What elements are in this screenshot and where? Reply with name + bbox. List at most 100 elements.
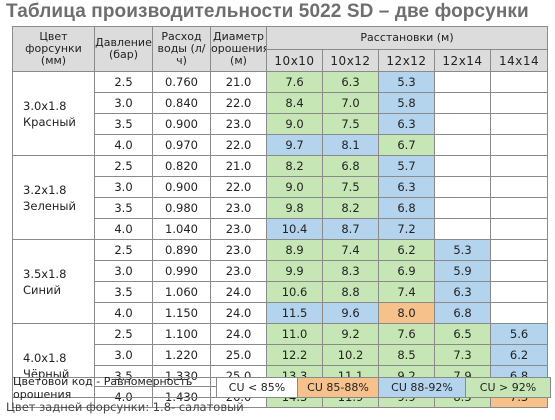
cu-cell: 6.3: [378, 113, 435, 135]
cu-cell: 5.9: [434, 260, 491, 282]
cu-cell: [489, 155, 549, 177]
nozzle-color: Красный: [23, 114, 76, 129]
cu-cell: 8.3: [322, 260, 379, 282]
cu-cell: 8.7: [322, 218, 379, 240]
cu-cell: 6.3: [434, 281, 491, 303]
cu-cell: 7.4: [378, 281, 435, 303]
pressure-cell: 2.5: [94, 155, 153, 177]
header-spacing-1: 10x10: [266, 49, 323, 72]
cu-cell: [489, 281, 549, 303]
table-row: 3.0x1.8 Красный 2.5 0.760 21.0 7.6 6.3 5.3: [12, 71, 549, 156]
table-row: 3.0 0.990 23.0 9.9 8.3 6.9 5.9: [13, 260, 549, 282]
flow-cell: 0.840: [152, 92, 211, 114]
cu-cell: [489, 113, 549, 135]
diameter-cell: 23.0: [210, 260, 267, 282]
cu-cell: 8.5: [378, 344, 435, 366]
header-diameter: Диаметр орошения (м): [210, 26, 267, 72]
cu-cell: [434, 218, 491, 240]
table-row: 3.5 0.980 23.0 9.8 8.2 6.8: [13, 197, 549, 219]
flow-cell: 0.970: [152, 134, 211, 156]
cu-cell: 6.3: [322, 71, 379, 93]
cu-cell: 8.0: [378, 302, 435, 324]
diameter-cell: 22.0: [210, 134, 267, 156]
diameter-cell: 25.0: [210, 344, 267, 366]
flow-cell: 0.820: [152, 155, 211, 177]
cu-cell: 10.6: [266, 281, 323, 303]
nozzle-cell: 4.0x1.8 Чёрный: [12, 323, 95, 408]
cu-cell: [489, 260, 549, 282]
cu-cell: 5.3: [378, 71, 435, 93]
flow-cell: 0.990: [152, 260, 211, 282]
pressure-cell: 3.5: [94, 365, 153, 387]
flow-cell: 0.980: [152, 197, 211, 219]
table-row: 3.5 0.900 23.0 9.0 7.5 6.3: [13, 113, 549, 135]
cu-cell: 5.3: [434, 239, 491, 261]
cu-cell: 7.2: [378, 218, 435, 240]
cu-cell: 9.8: [266, 197, 323, 219]
cu-cell: 6.8: [378, 197, 435, 219]
legend-cu-85-88: CU 85-88%: [297, 378, 378, 397]
legend-cu-above-92: CU > 92%: [465, 378, 550, 397]
flow-cell: 1.060: [152, 281, 211, 303]
pressure-cell: 3.5: [94, 281, 153, 303]
nozzle-color: Синий: [23, 282, 61, 297]
diameter-cell: 22.0: [210, 176, 267, 198]
cu-cell: 9.9: [266, 260, 323, 282]
pressure-cell: 2.5: [94, 323, 153, 345]
cu-cell: 7.5: [322, 176, 379, 198]
flow-cell: 0.900: [152, 113, 211, 135]
nozzle-size: 3.0x1.8: [23, 98, 67, 113]
cu-cell: 7.6: [266, 71, 323, 93]
cu-cell: 6.7: [378, 134, 435, 156]
cu-cell: 5.6: [489, 323, 549, 345]
table-row: 4.0 1.040 23.0 10.4 8.7 7.2: [13, 218, 549, 240]
cu-cell: [489, 197, 549, 219]
diameter-cell: 24.0: [210, 323, 267, 345]
cu-cell: 9.0: [266, 113, 323, 135]
header-spacing: Расстановки (м): [265, 26, 549, 50]
cu-cell: [489, 71, 549, 93]
header-spacing-2: 10x12: [322, 49, 379, 72]
nozzle-cell: 3.5x1.8 Синий: [12, 239, 95, 324]
diameter-cell: 23.0: [210, 113, 267, 135]
cu-cell: 12.2: [266, 344, 323, 366]
pressure-cell: 3.5: [94, 113, 153, 135]
cu-cell: 6.2: [489, 344, 549, 366]
pressure-cell: 3.0: [94, 260, 153, 282]
cu-cell: [434, 71, 491, 93]
cu-cell: 6.9: [378, 260, 435, 282]
table-row: 3.2x1.8 Зеленый 2.5 0.820 21.0 8.2 6.8 5.7: [12, 155, 549, 240]
cu-cell: 10.2: [322, 344, 379, 366]
pressure-cell: 4.0: [94, 134, 153, 156]
flow-cell: 1.220: [152, 344, 211, 366]
table-row: 4.0 1.150 24.0 11.5 9.6 8.0 6.8: [13, 302, 549, 324]
cu-cell: 6.3: [378, 176, 435, 198]
pressure-cell: 4.0: [94, 218, 153, 240]
table-row: 3.0 1.220 25.0 12.2 10.2 8.5 7.3 6.2: [13, 344, 549, 366]
page-title: Таблица производительности 5022 SD – две…: [6, 1, 529, 22]
cu-cell: [434, 92, 491, 114]
flow-cell: 1.150: [152, 302, 211, 324]
header-nozzle: Цвет форсунки (мм): [12, 26, 95, 72]
legend-label: Цветовой код - Равномерность орошения: [13, 374, 193, 401]
cu-cell: [434, 197, 491, 219]
flow-cell: 0.760: [152, 71, 211, 93]
cu-cell: [489, 134, 549, 156]
cu-cell: 6.8: [434, 302, 491, 324]
diameter-cell: 21.0: [210, 155, 267, 177]
diameter-cell: 23.0: [210, 218, 267, 240]
cu-cell: [489, 176, 549, 198]
pressure-cell: 4.0: [94, 302, 153, 324]
cu-cell: 5.8: [378, 92, 435, 114]
cu-cell: 11.5: [266, 302, 323, 324]
nozzle-cell: 3.0x1.8 Красный: [12, 71, 95, 156]
cu-cell: [434, 134, 491, 156]
pressure-cell: 3.0: [94, 344, 153, 366]
cu-cell: [489, 218, 549, 240]
pressure-cell: 3.0: [94, 92, 153, 114]
performance-table: Цвет форсунки (мм) Давление (бар) Расход…: [12, 26, 549, 408]
cu-cell: [434, 113, 491, 135]
nozzle-size: 4.0x1.8: [23, 350, 67, 365]
header-spacing-3: 12x12: [378, 49, 435, 72]
pressure-cell: 3.5: [94, 197, 153, 219]
